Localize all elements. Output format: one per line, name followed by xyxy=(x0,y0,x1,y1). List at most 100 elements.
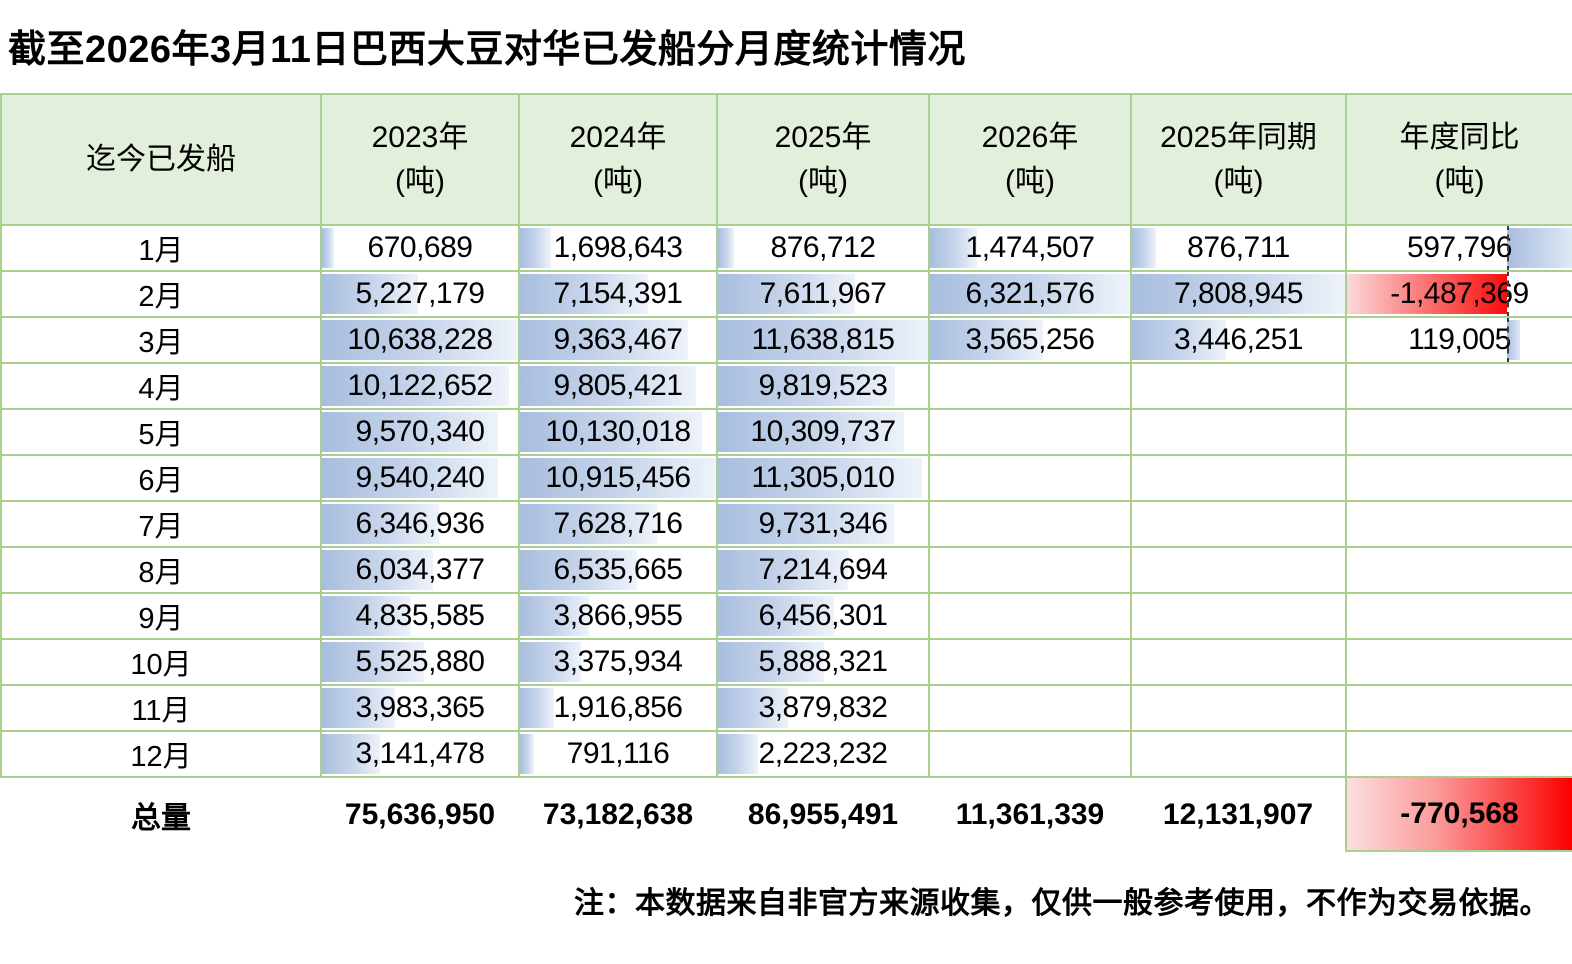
data-bar xyxy=(323,550,434,590)
column-unit: (吨) xyxy=(1005,164,1055,198)
value-cell xyxy=(1130,500,1347,548)
value-cell: 6,034,377 xyxy=(320,546,520,594)
cell-value: 9,540,240 xyxy=(355,461,485,494)
data-bar xyxy=(1507,228,1571,268)
cell-value: 9,731,346 xyxy=(758,507,888,540)
data-bar xyxy=(719,412,905,452)
column-label: 2025年 xyxy=(774,121,872,154)
data-bar xyxy=(719,504,894,544)
data-bar xyxy=(521,596,590,636)
table-row: 1月 670,689 1,698,643 876,712 1,474,507 876,71… xyxy=(0,224,1572,272)
column-header-2026年: 2026年 (吨) xyxy=(928,93,1132,226)
cell-value: 6,456,301 xyxy=(758,599,888,632)
data-bar xyxy=(521,228,551,268)
month-label: 8月 xyxy=(0,546,322,594)
value-cell xyxy=(928,500,1132,548)
data-bar xyxy=(521,642,581,682)
value-cell: 7,611,967 xyxy=(716,270,930,318)
cell-value: -1,487,369 xyxy=(1390,277,1529,310)
cell-value: 11,638,815 xyxy=(751,323,895,356)
data-bar xyxy=(1133,320,1226,360)
column-unit: (吨) xyxy=(1213,164,1264,198)
value-cell: 7,214,694 xyxy=(716,546,930,594)
table-row: 6月 9,540,240 10,915,456 11,305,010 xyxy=(0,454,1572,502)
data-bar xyxy=(931,274,1129,314)
value-cell: 6,456,301 xyxy=(716,592,930,640)
data-bar xyxy=(323,366,509,406)
data-bar xyxy=(1348,274,1508,314)
data-bar xyxy=(1133,274,1344,314)
value-cell: 6,535,665 xyxy=(518,546,718,594)
data-bar xyxy=(521,734,535,774)
data-bar xyxy=(521,688,555,728)
total-row: 总量 75,636,950 73,182,638 86,955,491 11,361,3… xyxy=(1,776,1572,852)
value-cell xyxy=(1345,362,1572,410)
data-bar xyxy=(719,642,825,682)
value-cell: 9,363,467 xyxy=(518,316,718,364)
value-cell xyxy=(928,730,1132,778)
value-cell xyxy=(928,684,1132,732)
cell-value: 10,130,018 xyxy=(545,415,691,448)
table-row: 7月 6,346,936 7,628,716 9,731,346 xyxy=(0,500,1572,548)
cell-value: 11,305,010 xyxy=(751,461,895,494)
value-cell xyxy=(1345,730,1572,778)
value-cell: 1,474,507 xyxy=(928,224,1132,272)
cell-value: 7,628,716 xyxy=(553,507,683,540)
month-label: 6月 xyxy=(0,454,322,502)
value-cell xyxy=(928,638,1132,686)
value-cell: 7,154,391 xyxy=(518,270,718,318)
column-unit: (吨) xyxy=(1434,164,1485,198)
cell-value: 597,796 xyxy=(1407,231,1512,264)
value-cell: 3,565,256 xyxy=(928,316,1132,364)
data-bar xyxy=(521,274,649,314)
cell-value: 791,116 xyxy=(566,737,670,770)
value-cell: 119,005 xyxy=(1345,316,1572,364)
month-label: 3月 xyxy=(0,316,322,364)
data-bar xyxy=(323,320,517,360)
value-cell: 3,879,832 xyxy=(716,684,930,732)
data-bar xyxy=(719,274,856,314)
table-row: 8月 6,034,377 6,535,665 7,214,694 xyxy=(0,546,1572,594)
data-bar xyxy=(521,550,638,590)
value-cell xyxy=(1130,454,1347,502)
cell-value: 6,535,665 xyxy=(553,553,683,586)
value-cell: 10,122,652 xyxy=(320,362,520,410)
value-cell: 876,712 xyxy=(716,224,930,272)
month-label: 2月 xyxy=(0,270,322,318)
table-row: 5月 9,570,340 10,130,018 10,309,737 xyxy=(0,408,1572,456)
column-label: 2026年 xyxy=(981,121,1079,154)
cell-value: 3,879,832 xyxy=(758,691,888,724)
cell-value: 10,638,228 xyxy=(347,323,493,356)
value-cell: 4,835,585 xyxy=(320,592,520,640)
cell-value: 3,375,934 xyxy=(553,645,683,678)
total-value-cell: 73,182,638 xyxy=(519,777,717,851)
value-cell: 1,698,643 xyxy=(518,224,718,272)
table-row: 2月 5,227,179 7,154,391 7,611,967 6,321,576 7,… xyxy=(0,270,1572,318)
cell-value: 1,916,856 xyxy=(553,691,683,724)
value-cell: 7,628,716 xyxy=(518,500,718,548)
column-header-年度同比: 年度同比 (吨) xyxy=(1345,93,1572,226)
data-bar xyxy=(323,642,424,682)
value-cell xyxy=(1345,408,1572,456)
data-bar xyxy=(323,734,380,774)
cell-value: 7,214,694 xyxy=(758,553,888,586)
value-cell: 5,227,179 xyxy=(320,270,520,318)
data-bar xyxy=(719,320,927,360)
value-cell: 11,305,010 xyxy=(716,454,930,502)
cell-value: 9,805,421 xyxy=(553,369,683,402)
cell-value: 3,446,251 xyxy=(1174,323,1303,356)
total-value-cell: -770,568 xyxy=(1345,776,1572,852)
value-cell xyxy=(1130,592,1347,640)
value-cell: 5,888,321 xyxy=(716,638,930,686)
data-bar xyxy=(323,458,498,498)
data-bar xyxy=(323,688,396,728)
corner-header-cell: 迄今已发船 xyxy=(0,93,322,226)
value-cell: -1,487,369 xyxy=(1345,270,1572,318)
cell-value: 2,223,232 xyxy=(758,737,888,770)
data-bar xyxy=(323,504,439,544)
shipment-table: 迄今已发船 2023年 (吨) 2024年 (吨) 2025年 (吨) 2026年 (吨) 20… xyxy=(0,93,1572,852)
data-bar xyxy=(521,504,657,544)
value-cell: 3,141,478 xyxy=(320,730,520,778)
databar-axis xyxy=(1507,319,1510,361)
value-cell: 11,638,815 xyxy=(716,316,930,364)
